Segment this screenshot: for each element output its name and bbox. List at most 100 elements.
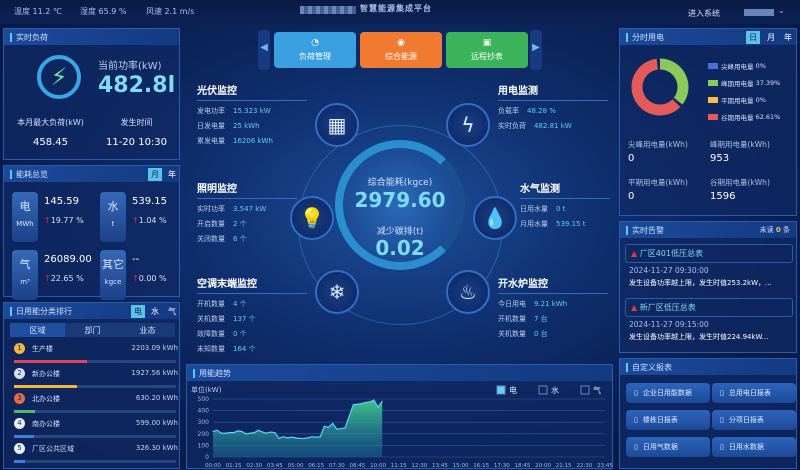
- legend-label: 峰期用电量: [721, 80, 754, 88]
- ranking-item[interactable]: 2 新办公楼 1927.56 kWh: [10, 366, 180, 394]
- legend-label: 谷期用电量: [721, 114, 754, 122]
- data-point: [348, 415, 350, 417]
- report-button[interactable]: ▯ 日用水数据: [712, 437, 796, 457]
- donut-slice: [659, 58, 689, 105]
- tab-business[interactable]: 业态: [139, 326, 156, 335]
- tab-department[interactable]: 部门: [84, 326, 101, 335]
- data-point: [315, 436, 317, 438]
- tab-region[interactable]: 区域: [10, 323, 65, 337]
- data-point: [253, 432, 255, 434]
- solar-panel-icon: ▦: [315, 103, 359, 147]
- legend-checkbox[interactable]: [538, 385, 548, 395]
- legend-swatch: [708, 80, 718, 86]
- rank-value: 326.30 kWh: [135, 444, 178, 452]
- report-button[interactable]: ▯ 分项日报表: [712, 410, 796, 430]
- energy-unit: m³: [20, 278, 30, 286]
- nav-icon: ◉: [397, 38, 405, 48]
- toggle-electric[interactable]: 电: [131, 305, 145, 318]
- x-tick: 17:30: [494, 463, 510, 469]
- report-button[interactable]: ▯ 楼栋日报表: [626, 410, 710, 430]
- data-point: [224, 432, 226, 434]
- document-icon: ▯: [634, 443, 638, 451]
- nav-label: 远程抄表: [471, 52, 503, 61]
- nav-button[interactable]: ◔ 负荷管理: [274, 32, 356, 68]
- nav-icon: ▣: [482, 38, 492, 48]
- ranking-item[interactable]: 4 南办公楼 599.00 kWh: [10, 416, 180, 444]
- stat-value: 953: [710, 153, 730, 164]
- legend-label: 水: [551, 385, 559, 395]
- rank-name: 生产楼: [32, 345, 53, 353]
- energy-item: 气 m³ 26089.00 ↑22.65 %: [12, 250, 96, 302]
- metric-label: 开机数量: [197, 300, 225, 308]
- total-energy: 2979.60: [354, 188, 446, 212]
- metric-label: 日发电量: [197, 122, 225, 130]
- alarm-item[interactable]: ▲ 新厂区低压总表 2024-11-27 09:15:00 发生设备功率越上限，…: [625, 298, 793, 342]
- data-point: [216, 429, 218, 431]
- document-icon: ▯: [634, 389, 638, 397]
- data-point: [237, 430, 239, 432]
- rank-name: 新办公楼: [32, 370, 60, 378]
- x-tick: 21:15: [556, 463, 572, 469]
- ranking-item[interactable]: 3 北办公楼 630.20 kWh: [10, 391, 180, 419]
- user-menu[interactable]: [744, 9, 774, 16]
- toggle-water[interactable]: 水: [151, 307, 159, 316]
- top-bar: 温度 11.2 ℃ 湿度 65.9 % 风速 2.1 m/s 智慧能源集成平台 …: [0, 0, 800, 24]
- rank-value: 1927.56 kWh: [131, 369, 178, 377]
- toggle-gas[interactable]: 气: [168, 307, 176, 316]
- legend-checkbox[interactable]: [496, 385, 506, 395]
- metric-value: 137 个: [233, 315, 256, 323]
- metric-row: 未知数量 164 个: [197, 344, 307, 354]
- ranking-item[interactable]: 1 生产楼 2203.09 kWh: [10, 341, 180, 369]
- toggle-year[interactable]: 年: [784, 33, 792, 42]
- arrow-up-icon: ↑: [44, 216, 51, 225]
- alarm-item[interactable]: ▲ 厂区401低压总表 2024-11-27 09:30:00 发生设备功率越上…: [625, 244, 793, 288]
- toggle-year[interactable]: 年: [168, 170, 176, 179]
- area-fill: [213, 400, 383, 457]
- realtime-load-panel: 实时负荷 ⚡ 当前功率(kW) 482.8l 本月最大负荷(kW) 458.45…: [3, 28, 180, 160]
- report-button[interactable]: ▯ 企业日用能数据: [626, 383, 710, 403]
- ranking-item[interactable]: 5 厂区公共区域 326.30 kWh: [10, 441, 180, 469]
- metric-label: 关闭数量: [197, 235, 225, 243]
- report-label: 分项日报表: [728, 416, 764, 424]
- alarm-icon: ▲: [631, 249, 638, 258]
- power-label: 当前功率(kW): [98, 61, 162, 72]
- donut-slice: [631, 58, 681, 116]
- boiler-monitor-section: 开水炉监控 今日用电 9.21 kWh 开机数量 7 台关机数量 0 台: [498, 275, 608, 344]
- alarm-message: 发生设备功率越上限，发生时值253.2kW，...: [629, 279, 772, 287]
- enter-system-link[interactable]: 进入系统: [688, 9, 720, 18]
- air-conditioner-icon: ❄: [315, 270, 359, 314]
- rank-badge-icon: 4: [14, 418, 25, 429]
- x-tick: 07:30: [329, 463, 345, 469]
- series-line: [212, 399, 383, 440]
- nav-next-button[interactable]: ▶: [530, 30, 542, 70]
- metric-row: 开机数量 7 台: [498, 314, 608, 324]
- nav-button[interactable]: ▣ 远程抄表: [446, 32, 528, 68]
- toggle-month[interactable]: 月: [148, 168, 162, 181]
- data-point: [332, 422, 334, 424]
- stat-value: 0: [628, 191, 635, 202]
- rank-badge-icon: 2: [14, 368, 25, 379]
- metric-row: 发电功率 15.323 kW: [197, 106, 307, 116]
- legend-checkbox[interactable]: [580, 385, 590, 395]
- data-point: [299, 437, 301, 440]
- toggle-day[interactable]: 日: [746, 31, 760, 44]
- chevron-down-icon[interactable]: ⌄: [778, 6, 785, 15]
- toggle-month[interactable]: 月: [767, 33, 775, 42]
- report-button[interactable]: ▯ 日用气数据: [626, 437, 710, 457]
- metric-label: 今日用电: [498, 300, 526, 308]
- report-label: 楼栋日报表: [642, 416, 678, 424]
- x-tick: 03:45: [267, 463, 283, 469]
- x-tick: 16:15: [473, 463, 489, 469]
- nav-prev-button[interactable]: ◀: [258, 30, 270, 70]
- carbon-value: 0.02: [375, 236, 425, 260]
- legend-swatch: [708, 63, 718, 69]
- nav-button[interactable]: ◉ 综合能源: [360, 32, 442, 68]
- light-bulb-icon: 💡: [290, 196, 334, 240]
- metric-row: 故障数量 0 个: [197, 329, 307, 339]
- section-title: 开水炉监控: [498, 275, 608, 294]
- metric-label: 未知数量: [197, 345, 225, 353]
- report-button[interactable]: ▯ 总用电日报表: [712, 383, 796, 403]
- legend-label: 电: [509, 385, 517, 395]
- data-point: [228, 432, 231, 434]
